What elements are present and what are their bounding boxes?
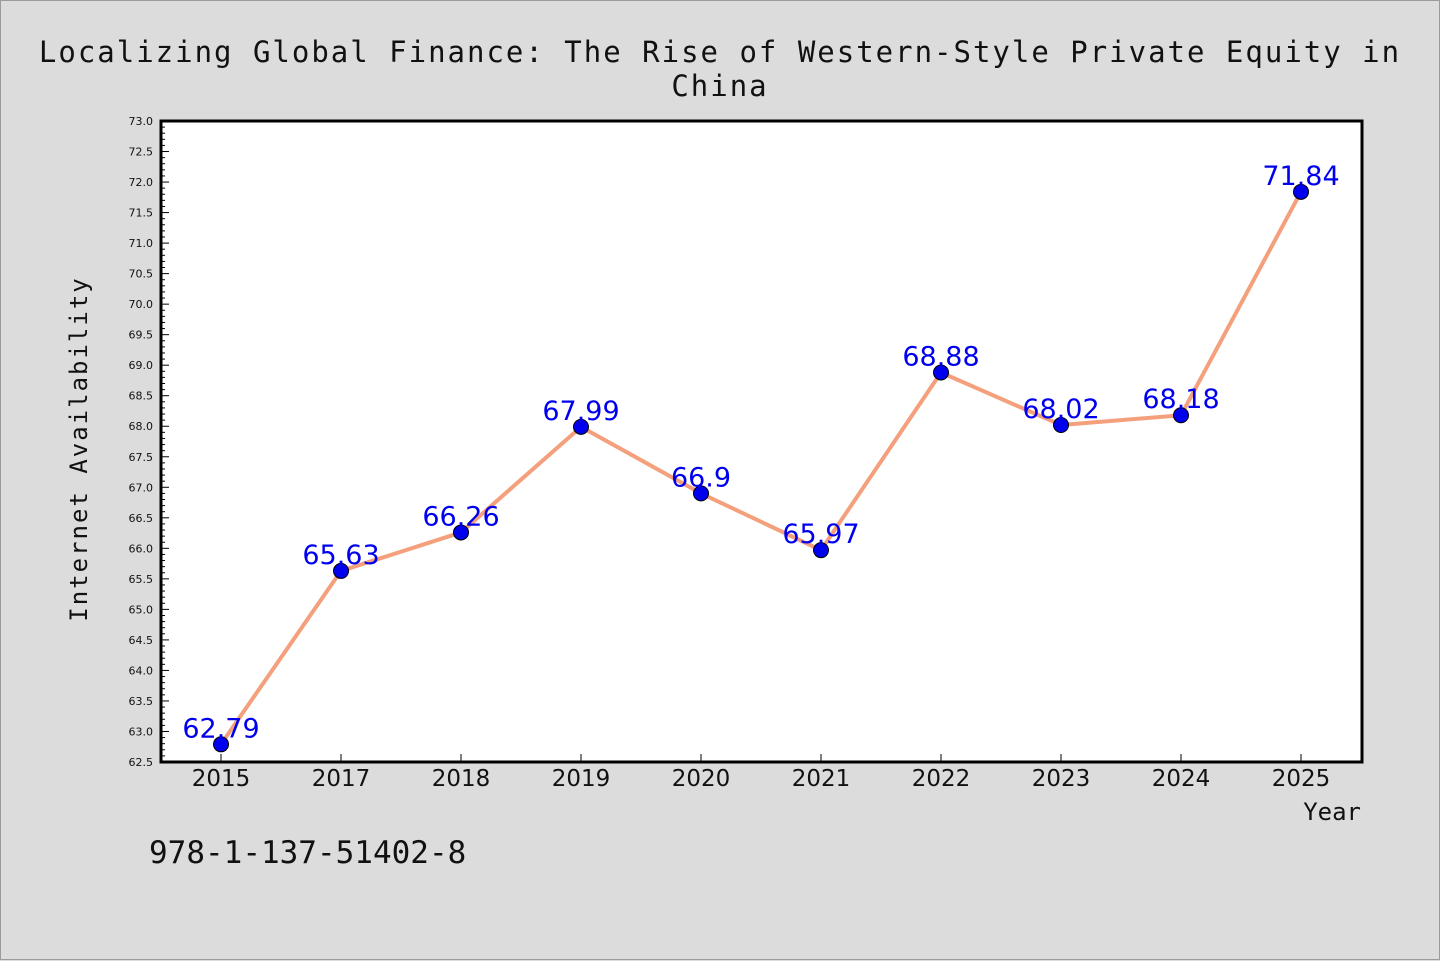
y-tick-label: 64.5 (129, 634, 154, 647)
x-tick-label: 2018 (432, 766, 491, 792)
data-point (333, 562, 349, 579)
data-point (1173, 407, 1189, 424)
x-tick-label: 2023 (1032, 766, 1091, 792)
data-point (453, 524, 469, 541)
data-label: 67.99 (542, 396, 619, 427)
y-tick-label: 63.0 (129, 725, 154, 738)
x-tick-label: 2019 (552, 766, 611, 792)
data-point (813, 542, 829, 559)
x-axis-ticks: 2015 2017 2018 2019 2020 2021 2022 2023 2024 2025 (192, 754, 1331, 792)
y-tick-label: 65.0 (129, 603, 154, 616)
y-tick-label: 67.5 (129, 451, 154, 464)
data-point (1293, 183, 1309, 200)
isbn-text: 978-1-137-51402-8 (149, 835, 467, 871)
x-tick-label: 2024 (1152, 766, 1211, 792)
y-tick-label: 68.0 (129, 420, 154, 433)
data-label: 71.84 (1262, 161, 1339, 192)
y-tick-label: 66.5 (129, 512, 154, 525)
y-tick-label: 70.5 (129, 268, 154, 281)
data-label: 66.26 (422, 501, 499, 532)
data-label: 68.02 (1022, 394, 1099, 425)
y-tick-label: 72.0 (129, 176, 154, 189)
plot-frame (159, 119, 1364, 764)
y-tick-label: 71.5 (129, 207, 154, 220)
y-axis-ticks: 62.5 63.0 63.5 64.0 64.5 65.0 65.5 66.0 66.5 67.0… (129, 115, 169, 769)
data-label: 65.97 (782, 519, 859, 550)
data-label: 66.9 (671, 462, 731, 493)
y-tick-label: 73.0 (129, 115, 154, 128)
data-point (693, 485, 709, 502)
y-tick-label: 64.0 (129, 664, 154, 677)
data-label: 65.63 (302, 540, 379, 571)
y-tick-label: 69.5 (129, 329, 154, 342)
x-tick-label: 2017 (312, 766, 371, 792)
data-labels-layer: 62.79 65.63 66.26 67.99 66.9 65.97 68.88 68.02 6… (182, 161, 1339, 744)
y-tick-label: 72.5 (129, 146, 154, 159)
data-point (213, 736, 229, 753)
y-tick-label: 66.0 (129, 542, 154, 555)
chart-title: Localizing Global Finance: The Rise of W… (38, 35, 1402, 103)
x-tick-label: 2020 (672, 766, 731, 792)
x-tick-label: 2015 (192, 766, 251, 792)
data-point (573, 418, 589, 435)
data-label: 68.88 (902, 342, 979, 373)
data-point (933, 364, 949, 381)
y-tick-label: 67.0 (129, 481, 154, 494)
y-tick-label: 65.5 (129, 573, 154, 586)
data-point (1053, 417, 1069, 434)
y-tick-label: 70.0 (129, 298, 154, 311)
x-axis-label: Year (1303, 798, 1361, 826)
y-tick-label: 69.0 (129, 359, 154, 372)
y-tick-label: 62.5 (129, 756, 154, 769)
series-layer (213, 183, 1309, 753)
plot-area (161, 121, 1362, 762)
y-tick-label: 71.0 (129, 237, 154, 250)
x-tick-label: 2022 (912, 766, 971, 792)
x-tick-label: 2025 (1272, 766, 1331, 792)
x-tick-label: 2021 (792, 766, 851, 792)
series-line (219, 190, 1303, 746)
data-label: 62.79 (182, 713, 259, 744)
y-tick-label: 68.5 (129, 390, 154, 403)
data-label: 68.18 (1142, 384, 1219, 415)
y-axis-label: Internet Availability (65, 276, 93, 621)
y-tick-label: 63.5 (129, 695, 154, 708)
